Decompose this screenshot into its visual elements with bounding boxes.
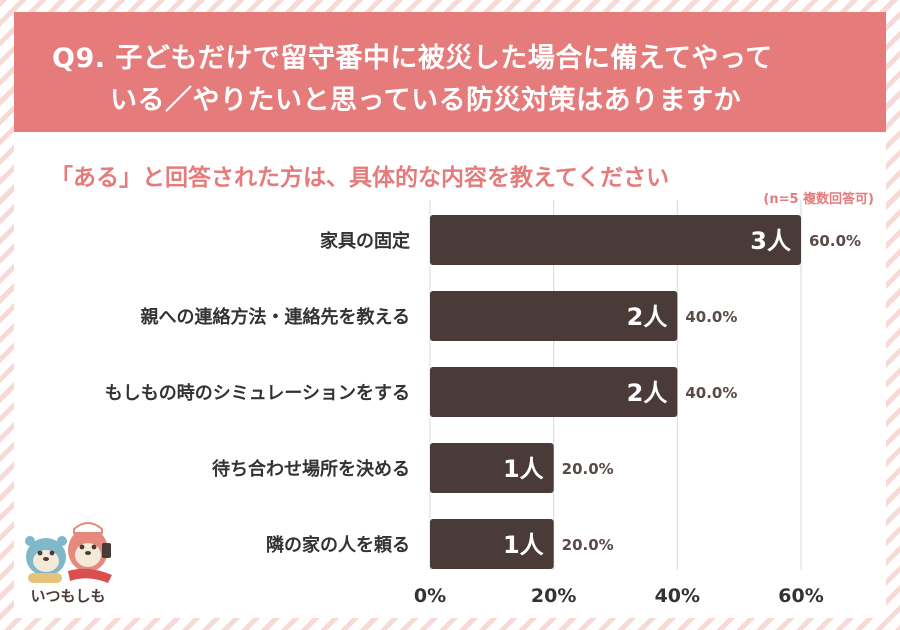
chart-subtitle: 「ある」と回答された方は、具体的な内容を教えてください [50,165,670,191]
bar-percent-label: 40.0% [685,308,737,326]
question-banner: Q9. 子どもだけで留守番中に被災した場合に備えてやって いる／やりたいと思って… [14,12,886,132]
bar-count-label: 2人 [627,303,668,331]
category-label: 家具の固定 [320,230,410,252]
bar-count-label: 3人 [750,227,791,255]
chart-card: Q9. 子どもだけで留守番中に被災した場合に備えてやって いる／やりたいと思って… [14,12,886,618]
bar-percent-label: 20.0% [562,536,614,554]
bar-count-label: 1人 [503,531,544,559]
question-title-line-2: いる／やりたいと思っている防災対策はありますか [110,85,742,116]
bar-percent-label: 60.0% [809,232,861,250]
bar [430,367,678,417]
bar [430,215,801,265]
bar-percent-label: 40.0% [685,384,737,402]
bar [430,519,554,569]
x-tick-label: 60% [778,585,823,607]
x-tick-label: 0% [414,585,446,607]
itsumoshimo-logo: いつもしも [25,522,112,605]
category-label: 親への連絡方法・連絡先を教える [141,306,410,328]
logo-text: いつもしも [30,587,105,605]
bar-percent-label: 20.0% [562,460,614,478]
question-title-line-1: Q9. 子どもだけで留守番中に被災した場合に備えてやって [52,43,773,74]
sample-size-note: (n=5 複数回答可) [763,192,874,207]
x-tick-label: 40% [655,585,700,607]
bar-count-label: 1人 [503,455,544,483]
category-label: もしもの時のシミュレーションをする [105,383,410,404]
bar [430,443,554,493]
bar [430,291,678,341]
x-tick-label: 20% [531,585,576,607]
category-label: 隣の家の人を頼る [266,534,410,556]
category-label: 待ち合わせ場所を決める [212,458,410,480]
bar-count-label: 2人 [627,379,668,407]
